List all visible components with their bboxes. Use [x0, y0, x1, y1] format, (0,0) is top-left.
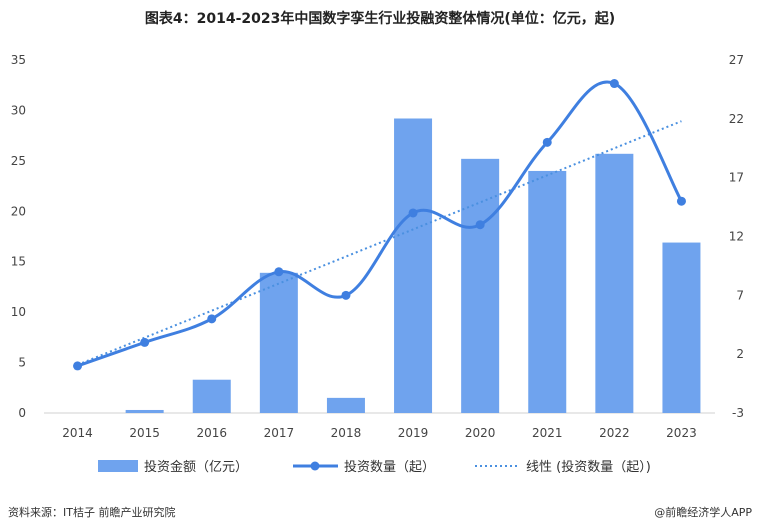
point-2014: [73, 361, 83, 371]
legend-label-trend: 线性 (投资数量（起）): [526, 459, 651, 475]
x-tick-2016: 2016: [196, 426, 227, 440]
bar-2019: [394, 118, 433, 414]
bar-2023: [662, 242, 701, 413]
legend-swatch-line-point: [310, 461, 320, 471]
point-2016: [207, 314, 217, 324]
x-tick-2019: 2019: [398, 426, 429, 440]
chart-title: 图表4：2014-2023年中国数字孪生行业投融资整体情况(单位：亿元，起): [144, 11, 616, 27]
point-2018: [341, 290, 351, 300]
trend-line: [77, 120, 682, 366]
bar-2018: [326, 397, 365, 413]
y-right-tick-17: 17: [729, 171, 744, 185]
bar-2016: [192, 379, 231, 413]
bar-2021: [528, 170, 567, 413]
point-2020: [475, 220, 485, 230]
y-left-tick-10: 10: [11, 305, 26, 319]
x-tick-2018: 2018: [331, 426, 362, 440]
y-right-tick-2: 2: [736, 347, 744, 361]
x-tick-2017: 2017: [264, 426, 295, 440]
point-2022: [609, 79, 619, 89]
line-series: [73, 79, 686, 371]
x-tick-2015: 2015: [129, 426, 160, 440]
point-2015: [140, 337, 150, 347]
point-2017: [274, 267, 284, 277]
y-right-tick-27: 27: [729, 53, 744, 67]
brand-label: @前瞻经济学人APP: [654, 506, 752, 519]
y-left-tick-35: 35: [11, 53, 26, 67]
y-right-tick--3: -3: [732, 406, 744, 420]
point-2019: [408, 208, 418, 218]
count-line: [77, 80, 683, 368]
x-tick-2022: 2022: [599, 426, 630, 440]
x-tick-2020: 2020: [465, 426, 496, 440]
y-right-tick-12: 12: [729, 230, 744, 244]
legend-swatch-bar: [98, 460, 138, 472]
y-right-tick-22: 22: [729, 112, 744, 126]
legend: 投资金额（亿元） 投资数量（起） 线性 (投资数量（起）): [98, 459, 651, 475]
bar-series: [125, 118, 701, 414]
point-2023: [676, 196, 686, 206]
y-left-tick-15: 15: [11, 255, 26, 269]
y-left-tick-30: 30: [11, 103, 26, 117]
bar-2017: [259, 272, 298, 413]
x-tick-2021: 2021: [532, 426, 563, 440]
bar-2022: [595, 153, 634, 413]
point-2021: [542, 137, 552, 147]
trend-series: [77, 120, 682, 366]
y-left-tick-5: 5: [18, 356, 26, 370]
y-left-tick-0: 0: [18, 406, 26, 420]
source-note: 资料来源：IT桔子 前瞻产业研究院: [8, 506, 176, 519]
y-left-tick-25: 25: [11, 154, 26, 168]
bar-2015: [125, 409, 164, 413]
y-right-tick-7: 7: [736, 288, 744, 302]
legend-label-bar: 投资金额（亿元）: [144, 459, 248, 475]
y-left-tick-20: 20: [11, 204, 26, 218]
x-tick-2014: 2014: [62, 426, 93, 440]
legend-label-line: 投资数量（起）: [344, 459, 435, 475]
x-tick-2023: 2023: [666, 426, 697, 440]
bar-2020: [461, 158, 500, 413]
